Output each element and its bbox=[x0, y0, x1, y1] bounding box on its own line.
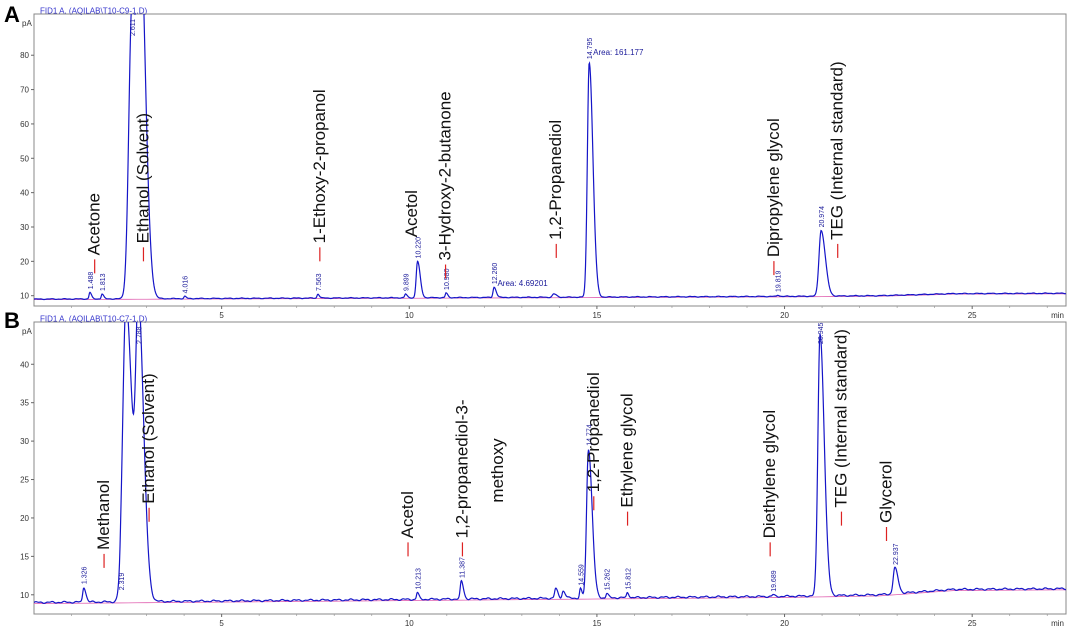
retention-time-label: 1.326 bbox=[82, 566, 89, 584]
x-tick-label: 10 bbox=[405, 619, 414, 628]
chromatogram-trace bbox=[34, 322, 1066, 605]
compound-label: Ethanol (Solvent) bbox=[133, 113, 152, 243]
y-tick-label: 10 bbox=[20, 591, 29, 600]
chromatogram-trace bbox=[34, 14, 1066, 301]
retention-time-label: 10.980 bbox=[444, 268, 451, 290]
retention-time-label: 19.819 bbox=[776, 270, 783, 292]
chromatogram-header: FID1 A, (AQILAB\T10-C9-1.D) bbox=[40, 7, 147, 16]
y-tick-label: 40 bbox=[20, 189, 29, 198]
x-axis-unit: min bbox=[1051, 311, 1064, 320]
compound-label: 1-Ethoxy-2-propanol bbox=[310, 89, 329, 243]
y-tick-label: 30 bbox=[20, 223, 29, 232]
compound-label: Acetol bbox=[402, 190, 421, 237]
retention-time-label: 10.220 bbox=[416, 237, 423, 259]
retention-time-label: 14.795 bbox=[587, 38, 594, 60]
y-axis-unit: pA bbox=[22, 19, 32, 28]
x-tick-label: 15 bbox=[592, 311, 601, 320]
compound-label: Diethylene glycol bbox=[760, 410, 779, 539]
retention-time-label: 20.974 bbox=[819, 206, 826, 228]
x-tick-label: 20 bbox=[780, 619, 789, 628]
retention-time-label: 10.213 bbox=[415, 568, 422, 590]
x-axis-unit: min bbox=[1051, 619, 1064, 628]
retention-time-label: 11.387 bbox=[459, 557, 466, 578]
plot-frame bbox=[33, 321, 1067, 615]
y-tick-label: 50 bbox=[20, 154, 29, 163]
x-tick-label: 5 bbox=[219, 311, 224, 320]
compound-label: 1,2-Propanediol bbox=[546, 120, 565, 240]
compound-label: TEG (Internal standard) bbox=[831, 329, 850, 508]
chromatogram-header: FID1 A, (AQILAB\T10-C7-1.D) bbox=[40, 315, 147, 324]
compound-label: Glycerol bbox=[876, 461, 895, 523]
compound-label: Ethanol (Solvent) bbox=[139, 373, 158, 503]
compound-label: 1,2-Propanediol bbox=[584, 372, 603, 492]
retention-time-label: 7.563 bbox=[316, 273, 323, 291]
x-tick-label: 15 bbox=[592, 619, 601, 628]
y-tick-label: 80 bbox=[20, 51, 29, 60]
compound-label: Dipropylene glycol bbox=[764, 118, 783, 257]
y-tick-label: 20 bbox=[20, 257, 29, 266]
retention-time-label: 20.945 bbox=[818, 322, 825, 344]
y-tick-label: 70 bbox=[20, 86, 29, 95]
retention-time-label: 2.788 bbox=[137, 326, 144, 344]
retention-time-label: 12.260 bbox=[492, 263, 499, 285]
retention-time-label: 9.899 bbox=[403, 273, 410, 291]
retention-time-label: 1.488 bbox=[88, 272, 95, 290]
x-tick-label: 5 bbox=[219, 619, 224, 628]
area-annotation: Area: 4.69201 bbox=[497, 279, 548, 288]
retention-time-label: 22.937 bbox=[893, 543, 900, 565]
y-tick-label: 10 bbox=[20, 292, 29, 301]
y-axis-unit: pA bbox=[22, 327, 32, 336]
retention-time-label: 14.774 bbox=[586, 424, 593, 446]
x-tick-label: 25 bbox=[968, 619, 977, 628]
y-tick-label: 15 bbox=[20, 552, 29, 561]
compound-label: Ethylene glycol bbox=[618, 393, 637, 507]
compound-label: 1,2-propanediol-3- bbox=[452, 399, 471, 538]
y-tick-label: 60 bbox=[20, 120, 29, 129]
x-tick-label: 20 bbox=[780, 311, 789, 320]
compound-label: 3-Hydroxy-2-butanone bbox=[436, 91, 455, 260]
retention-time-label: 1.813 bbox=[100, 273, 107, 291]
panel-letter: B bbox=[4, 308, 20, 333]
retention-time-label: 14.559 bbox=[578, 564, 585, 586]
x-tick-label: 10 bbox=[405, 311, 414, 320]
retention-time-label: 4.016 bbox=[183, 276, 190, 294]
y-tick-label: 30 bbox=[20, 437, 29, 446]
x-tick-label: 25 bbox=[968, 311, 977, 320]
compound-label: TEG (Internal standard) bbox=[828, 61, 847, 240]
y-tick-label: 25 bbox=[20, 476, 29, 485]
area-annotation: Area: 161.177 bbox=[593, 48, 644, 57]
plot-frame bbox=[33, 13, 1067, 307]
retention-time-label: 2.611 bbox=[130, 19, 137, 36]
y-tick-label: 40 bbox=[20, 360, 29, 369]
compound-label: methoxy bbox=[488, 438, 507, 503]
retention-time-label: 15.812 bbox=[625, 568, 632, 590]
panel-letter: A bbox=[4, 2, 20, 27]
retention-time-label: 2.319 bbox=[119, 573, 126, 591]
y-tick-label: 35 bbox=[20, 399, 29, 408]
retention-time-label: 15.262 bbox=[605, 569, 612, 591]
compound-label: Acetone bbox=[85, 193, 104, 255]
y-tick-label: 20 bbox=[20, 514, 29, 523]
chromatogram-panel-a: A FID1 A, (AQILAB\T10-C9-1.D) pA 10 20 30 40 50… bbox=[4, 2, 1067, 320]
compound-label: Methanol bbox=[94, 480, 113, 550]
compound-label: Acetol bbox=[398, 491, 417, 538]
retention-time-label: 19.689 bbox=[771, 570, 778, 592]
chromatogram-panel-b: B FID1 A, (AQILAB\T10-C7-1.D) pA 10 15 20 25 30… bbox=[4, 308, 1067, 628]
